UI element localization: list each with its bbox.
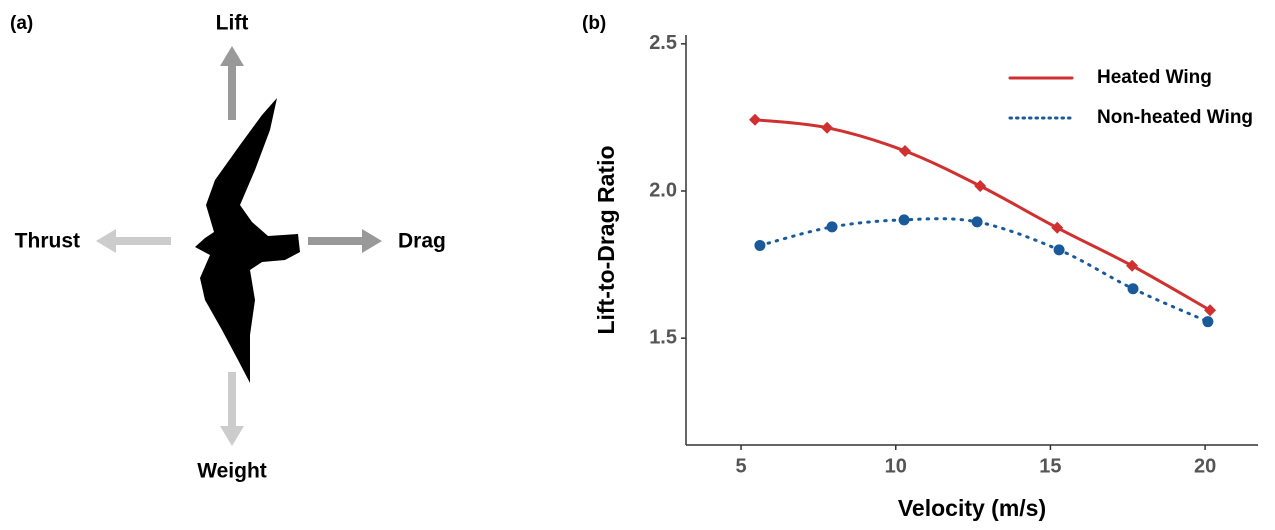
y-axis-label: Lift-to-Drag Ratio — [593, 145, 619, 334]
marker — [974, 179, 987, 192]
force-label: Weight — [197, 460, 267, 483]
marker — [826, 221, 838, 233]
x-tick-label: 15 — [1039, 455, 1061, 477]
panel-label: (a) — [10, 13, 33, 34]
marker — [898, 214, 910, 226]
y-tick-label: 2.0 — [649, 179, 677, 201]
marker — [1051, 221, 1064, 234]
marker — [971, 216, 983, 228]
marker — [1202, 316, 1214, 328]
force-label: Drag — [398, 230, 446, 253]
marker — [1204, 304, 1217, 317]
x-axis-label: Velocity (m/s) — [898, 495, 1046, 521]
y-tick-label: 2.5 — [649, 32, 677, 54]
bird-silhouette — [195, 98, 300, 383]
legend-label: Non-heated Wing — [1097, 107, 1253, 128]
marker — [1127, 283, 1139, 295]
marker — [754, 239, 766, 251]
force-label: Thrust — [15, 230, 80, 253]
x-tick-label: 5 — [736, 455, 747, 477]
panel-label: (b) — [582, 13, 606, 34]
force-arrows — [96, 46, 382, 446]
marker — [1126, 259, 1139, 272]
marker — [821, 121, 834, 134]
x-tick-label: 10 — [885, 455, 907, 477]
marker — [899, 144, 912, 157]
legend-label: Heated Wing — [1097, 67, 1212, 88]
marker — [748, 113, 761, 126]
y-tick-label: 1.5 — [649, 326, 677, 348]
x-tick-label: 20 — [1194, 455, 1216, 477]
force-label: Lift — [216, 12, 249, 35]
marker — [1053, 244, 1065, 256]
